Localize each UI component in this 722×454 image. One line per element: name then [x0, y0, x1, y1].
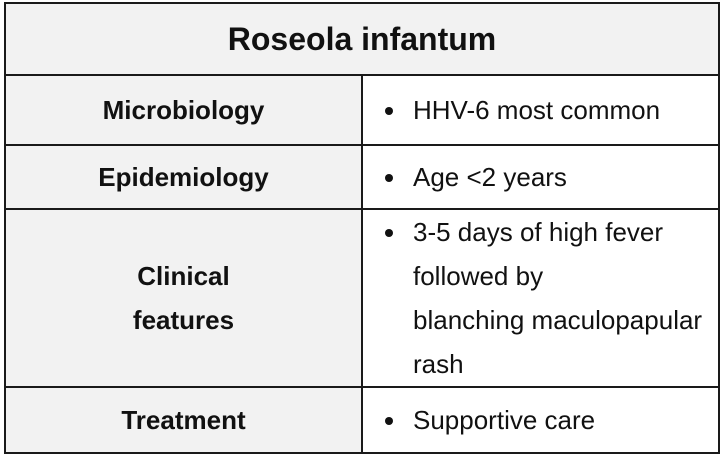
- bullet-list: Supportive care: [363, 398, 718, 442]
- bullet-icon: [385, 174, 393, 182]
- row-value-clinical-features: 3-5 days of high fever followed by blanc…: [361, 208, 720, 388]
- list-item-text: Age <2 years: [413, 162, 567, 192]
- table-title: Roseola infantum: [4, 2, 720, 76]
- list-item: 3-5 days of high fever followed by blanc…: [381, 210, 718, 386]
- list-item: Age <2 years: [381, 155, 718, 199]
- row-label-microbiology: Microbiology: [4, 74, 363, 146]
- row-value-epidemiology: Age <2 years: [361, 144, 720, 210]
- roseola-info-table: Roseola infantum Microbiology HHV-6 most…: [4, 2, 720, 454]
- list-item-text: Supportive care: [413, 405, 596, 435]
- table-row: Microbiology HHV-6 most common: [4, 74, 720, 146]
- list-item-text-line: 3-5 days of high fever followed by: [413, 217, 664, 291]
- list-item: Supportive care: [381, 398, 718, 442]
- list-item-text-line: blanching maculopapular rash: [413, 305, 703, 379]
- bullet-icon: [385, 107, 393, 115]
- row-label-epidemiology: Epidemiology: [4, 144, 363, 210]
- table-row: Clinical features 3-5 days of high fever…: [4, 208, 720, 388]
- row-value-treatment: Supportive care: [361, 386, 720, 454]
- title-row: Roseola infantum: [4, 2, 720, 76]
- list-item: HHV-6 most common: [381, 88, 718, 132]
- row-label-clinical-features: Clinical features: [4, 208, 363, 388]
- bullet-list: Age <2 years: [363, 155, 718, 199]
- row-label-line: Clinical: [137, 261, 230, 291]
- roseola-info-card: Roseola infantum Microbiology HHV-6 most…: [4, 2, 720, 454]
- bullet-list: HHV-6 most common: [363, 88, 718, 132]
- bullet-icon: [385, 417, 393, 425]
- bullet-list: 3-5 days of high fever followed by blanc…: [363, 210, 718, 386]
- table-row: Treatment Supportive care: [4, 386, 720, 454]
- table-row: Epidemiology Age <2 years: [4, 144, 720, 210]
- row-value-microbiology: HHV-6 most common: [361, 74, 720, 146]
- row-label-line: features: [132, 305, 235, 335]
- list-item-text: HHV-6 most common: [413, 95, 661, 125]
- bullet-icon: [385, 229, 393, 237]
- row-label-treatment: Treatment: [4, 386, 363, 454]
